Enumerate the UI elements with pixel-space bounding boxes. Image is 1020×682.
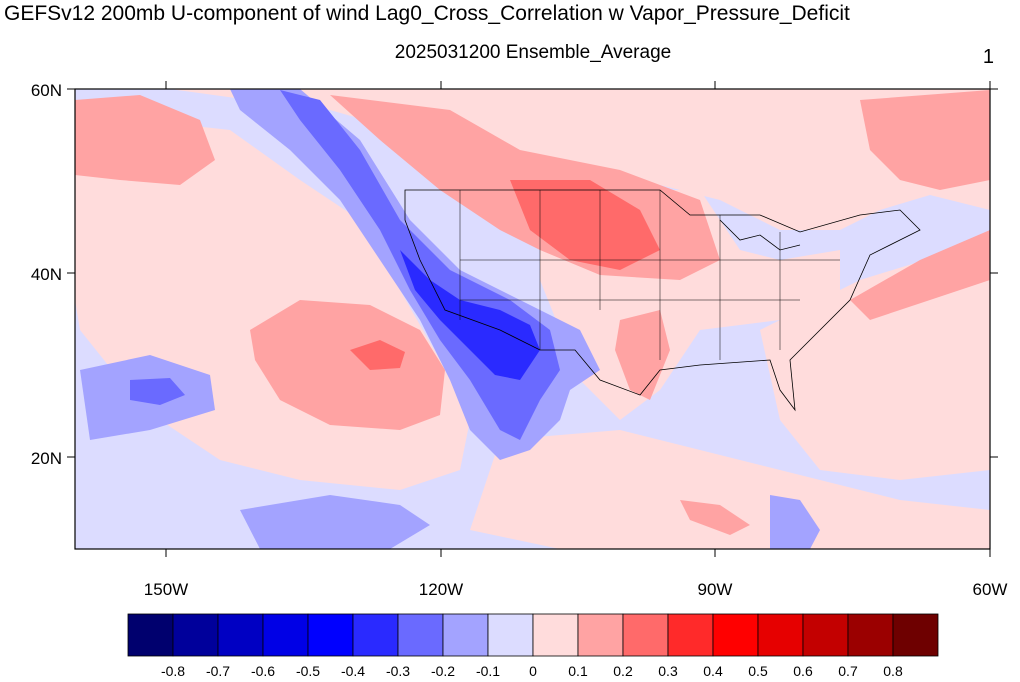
colorbar-label: -0.6 [251,663,275,679]
coastline-borders [404,189,921,412]
neg-desert-southwest [400,250,540,380]
colorbar-swatch [442,613,489,657]
pos-region-atlantic [760,240,990,480]
colorbar-swatch [397,613,444,657]
colorbar-swatch [712,613,759,657]
chart-title: GEFSv12 200mb U-component of wind Lag0_C… [4,2,850,25]
colorbar-label: 0.1 [568,663,588,679]
colorbar-swatch [307,613,354,657]
colorbar-label: 0.4 [703,663,723,679]
colorbar-swatch [847,613,894,657]
colorbar-swatch [352,613,399,657]
colorbar-label: 0.7 [838,663,858,679]
y-tick-40n: 40N [31,265,62,284]
colorbar-label: 0.2 [613,663,633,679]
neg-caribbean [770,495,820,549]
pos-core-midsouth [615,310,670,400]
colorbar-label: -0.8 [161,663,185,679]
chart-subtitle: 2025031200 Ensemble_Average [394,42,672,63]
x-tick-120w: 120W [419,580,463,599]
colorbar: -0.8 -0.7 -0.6 -0.5 -0.4 -0.3 -0.2 -0.1 0 0.1 0.2 0… [127,613,939,679]
colorbar-label: 0 [529,663,537,679]
correlation-field [75,89,990,549]
pos-core-caribbean [680,500,750,535]
map-frame [74,88,991,550]
pos-core-atlantic-band [850,230,990,320]
us-outline [404,189,921,412]
colorbar-label: -0.5 [296,663,320,679]
x-tick-90w: 90W [698,580,733,599]
y-tick-60n: 60N [31,81,62,100]
colorbar-swatch [262,613,309,657]
axis-ticks [67,81,998,557]
colorbar-swatch [802,613,849,657]
panel-number: 1 [982,46,994,68]
colorbar-swatch [667,613,714,657]
pos-core-pacific [250,300,445,430]
colorbar-swatch [577,613,624,657]
colorbar-label: -0.3 [386,663,410,679]
x-tick-150w: 150W [144,580,188,599]
pos-peak-plains [510,180,660,270]
colorbar-swatch [622,613,669,657]
great-lakes [719,219,801,251]
pos-core-northwest [75,95,215,185]
colorbar-swatch [217,613,264,657]
y-tick-20n: 20N [31,449,62,468]
pos-region-north [170,89,990,230]
x-tick-60w: 60W [973,580,1008,599]
colorbar-label: 0.6 [793,663,813,679]
colorbar-label: 0.8 [883,663,903,679]
neg-central-pacific-core [130,378,185,405]
colorbar-swatch [532,613,579,657]
colorbar-label: -0.2 [431,663,455,679]
colorbar-label: 0.5 [748,663,768,679]
pos-core-north-atlantic [860,90,990,190]
pos-peak-pacific [350,340,405,370]
colorbar-swatch [757,613,804,657]
state-lines [459,190,840,360]
colorbar-label: -0.7 [206,663,230,679]
colorbar-swatch [127,613,174,657]
colorbar-swatch [892,613,939,657]
colorbar-label: -0.1 [476,663,500,679]
pos-region-south [470,430,990,549]
colorbar-swatch [487,613,534,657]
colorbar-swatch [172,613,219,657]
colorbar-label: 0.3 [658,663,678,679]
neg-tropical-pacific [240,495,430,549]
colorbar-label: -0.4 [341,663,365,679]
